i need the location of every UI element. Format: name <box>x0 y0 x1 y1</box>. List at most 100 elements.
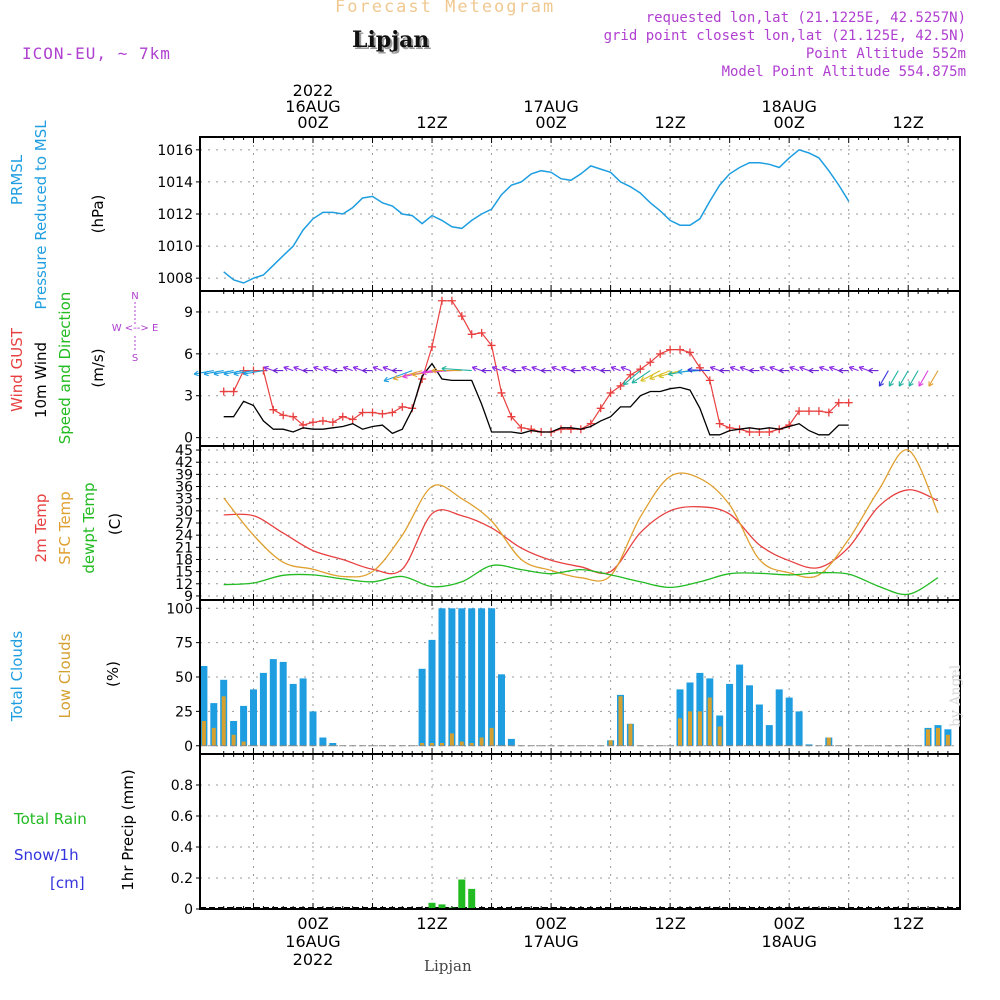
low-cloud-bar <box>608 740 613 746</box>
gust-point <box>676 345 685 354</box>
gust-point <box>785 421 794 430</box>
wind-arrow <box>829 366 839 372</box>
gust-point <box>289 412 298 421</box>
total-cloud-bar <box>696 672 704 746</box>
wind-arrow-head <box>521 365 527 372</box>
ytick-label-wind: 6 <box>184 347 193 363</box>
wind-arrow <box>203 370 224 375</box>
dewpt-label: dewpt Temp <box>80 482 98 573</box>
ytick-label-temp: 27 <box>175 516 193 532</box>
wind-arrow-head <box>918 381 924 387</box>
rain-bar <box>468 888 476 909</box>
bottom-time-label: 00Z <box>297 914 328 933</box>
ytick-label-wind: 9 <box>184 305 193 321</box>
wind-arrow <box>918 370 929 387</box>
wind-arrow <box>293 366 304 372</box>
wind-arrow <box>233 370 254 375</box>
wind-arrow <box>623 370 641 386</box>
total-cloud-bar <box>775 689 783 746</box>
wind-arrow-head <box>729 365 736 372</box>
gust-point <box>368 408 377 417</box>
total-cloud-bar <box>765 725 773 746</box>
total-cloud-bar <box>319 737 327 746</box>
wind-arrow-head <box>570 367 576 374</box>
wind-arrow-head <box>719 367 725 374</box>
wind-arrow <box>739 366 750 372</box>
wind-arrow-head <box>441 365 447 372</box>
total-cloud-bar <box>736 664 744 746</box>
wind-arrow-head <box>622 379 629 386</box>
wind-arrow-head <box>372 365 378 372</box>
wind-arrow <box>472 366 482 372</box>
ytick-label-pressure: 1008 <box>157 271 193 287</box>
ytick-label-temp: 12 <box>175 577 193 593</box>
gust-point <box>428 342 437 351</box>
location-title: Lipjan <box>352 27 430 53</box>
wind-arrow-head <box>848 365 855 372</box>
wind-arrow-head <box>481 367 487 374</box>
wind-arrow-head <box>818 365 825 372</box>
gust-point <box>517 423 526 432</box>
gust-point <box>497 388 506 397</box>
pressure-label-1: PRMSL <box>8 154 26 205</box>
dewpt-line <box>223 564 939 596</box>
wind-arrow-head <box>501 365 507 372</box>
wind-arrow <box>581 366 591 372</box>
sfc-temp-line <box>223 449 939 582</box>
wind-arrow-head <box>799 365 805 372</box>
gust-point <box>685 348 694 357</box>
ytick-label-temp: 9 <box>184 589 193 605</box>
wind-arrow <box>908 370 919 387</box>
gust-point <box>447 296 456 305</box>
cloud-unit: (%) <box>104 661 122 687</box>
gust-point <box>824 408 833 417</box>
low-cloud-bar <box>459 741 464 746</box>
wind-arrow-head <box>313 365 319 372</box>
wind-arrow <box>591 366 601 372</box>
pressure-label-2: Pressure Reduced to MSL <box>32 120 50 310</box>
ytick-label-cloud: 0 <box>184 739 193 755</box>
gust-point <box>666 345 675 354</box>
gust-point <box>229 387 238 396</box>
pressure-unit: (hPa) <box>89 195 107 234</box>
temp-unit: (C) <box>106 513 124 535</box>
wind-arrow <box>610 366 621 372</box>
ytick-label-temp: 30 <box>175 504 193 520</box>
ytick-label-temp: 15 <box>175 565 193 581</box>
gust-point <box>507 412 516 421</box>
wind-arrow <box>649 370 671 380</box>
wind-arrow-head <box>908 381 914 387</box>
low-cloud-bar <box>826 737 831 746</box>
gust-point <box>656 349 665 358</box>
wind-arrow-head <box>471 365 478 372</box>
wind-arrow-head <box>203 370 209 377</box>
top-time-label: 12Z <box>893 113 924 132</box>
total-cloud-bar <box>299 678 307 746</box>
low-cloud-bar <box>211 727 216 746</box>
chart-title: Forecast Meteogram <box>335 0 556 17</box>
total-cloud-bar <box>269 659 277 746</box>
wind-arrow-head <box>491 365 498 372</box>
total-cloud-bar <box>230 721 238 746</box>
wind-arrow-head <box>580 365 587 372</box>
requested-coords: requested lon,lat (21.1225E, 42.5257N) <box>645 10 966 26</box>
wind-arrow-head <box>620 365 626 372</box>
wind-arrow <box>677 370 700 373</box>
wind-arrow <box>194 370 214 375</box>
wind-arrow-head <box>898 381 904 387</box>
wind-arrow <box>382 366 393 372</box>
wind-arrow <box>710 366 720 372</box>
wind-arrow-head <box>709 365 716 372</box>
total-cloud-bar <box>448 608 456 746</box>
top-time-label: 17AUG <box>523 97 578 116</box>
gust-point <box>328 418 337 427</box>
wind-arrow-head <box>342 365 349 372</box>
total-cloud-bar <box>746 685 753 746</box>
wind-arrow-head <box>431 367 437 374</box>
ytick-label-temp: 36 <box>175 480 193 496</box>
bottom-time-label: 12Z <box>416 914 447 933</box>
wind-arrow-head <box>293 365 299 372</box>
gust-point <box>378 409 387 418</box>
ytick-label-cloud: 75 <box>175 636 193 652</box>
wind-arrow-head <box>383 376 389 383</box>
